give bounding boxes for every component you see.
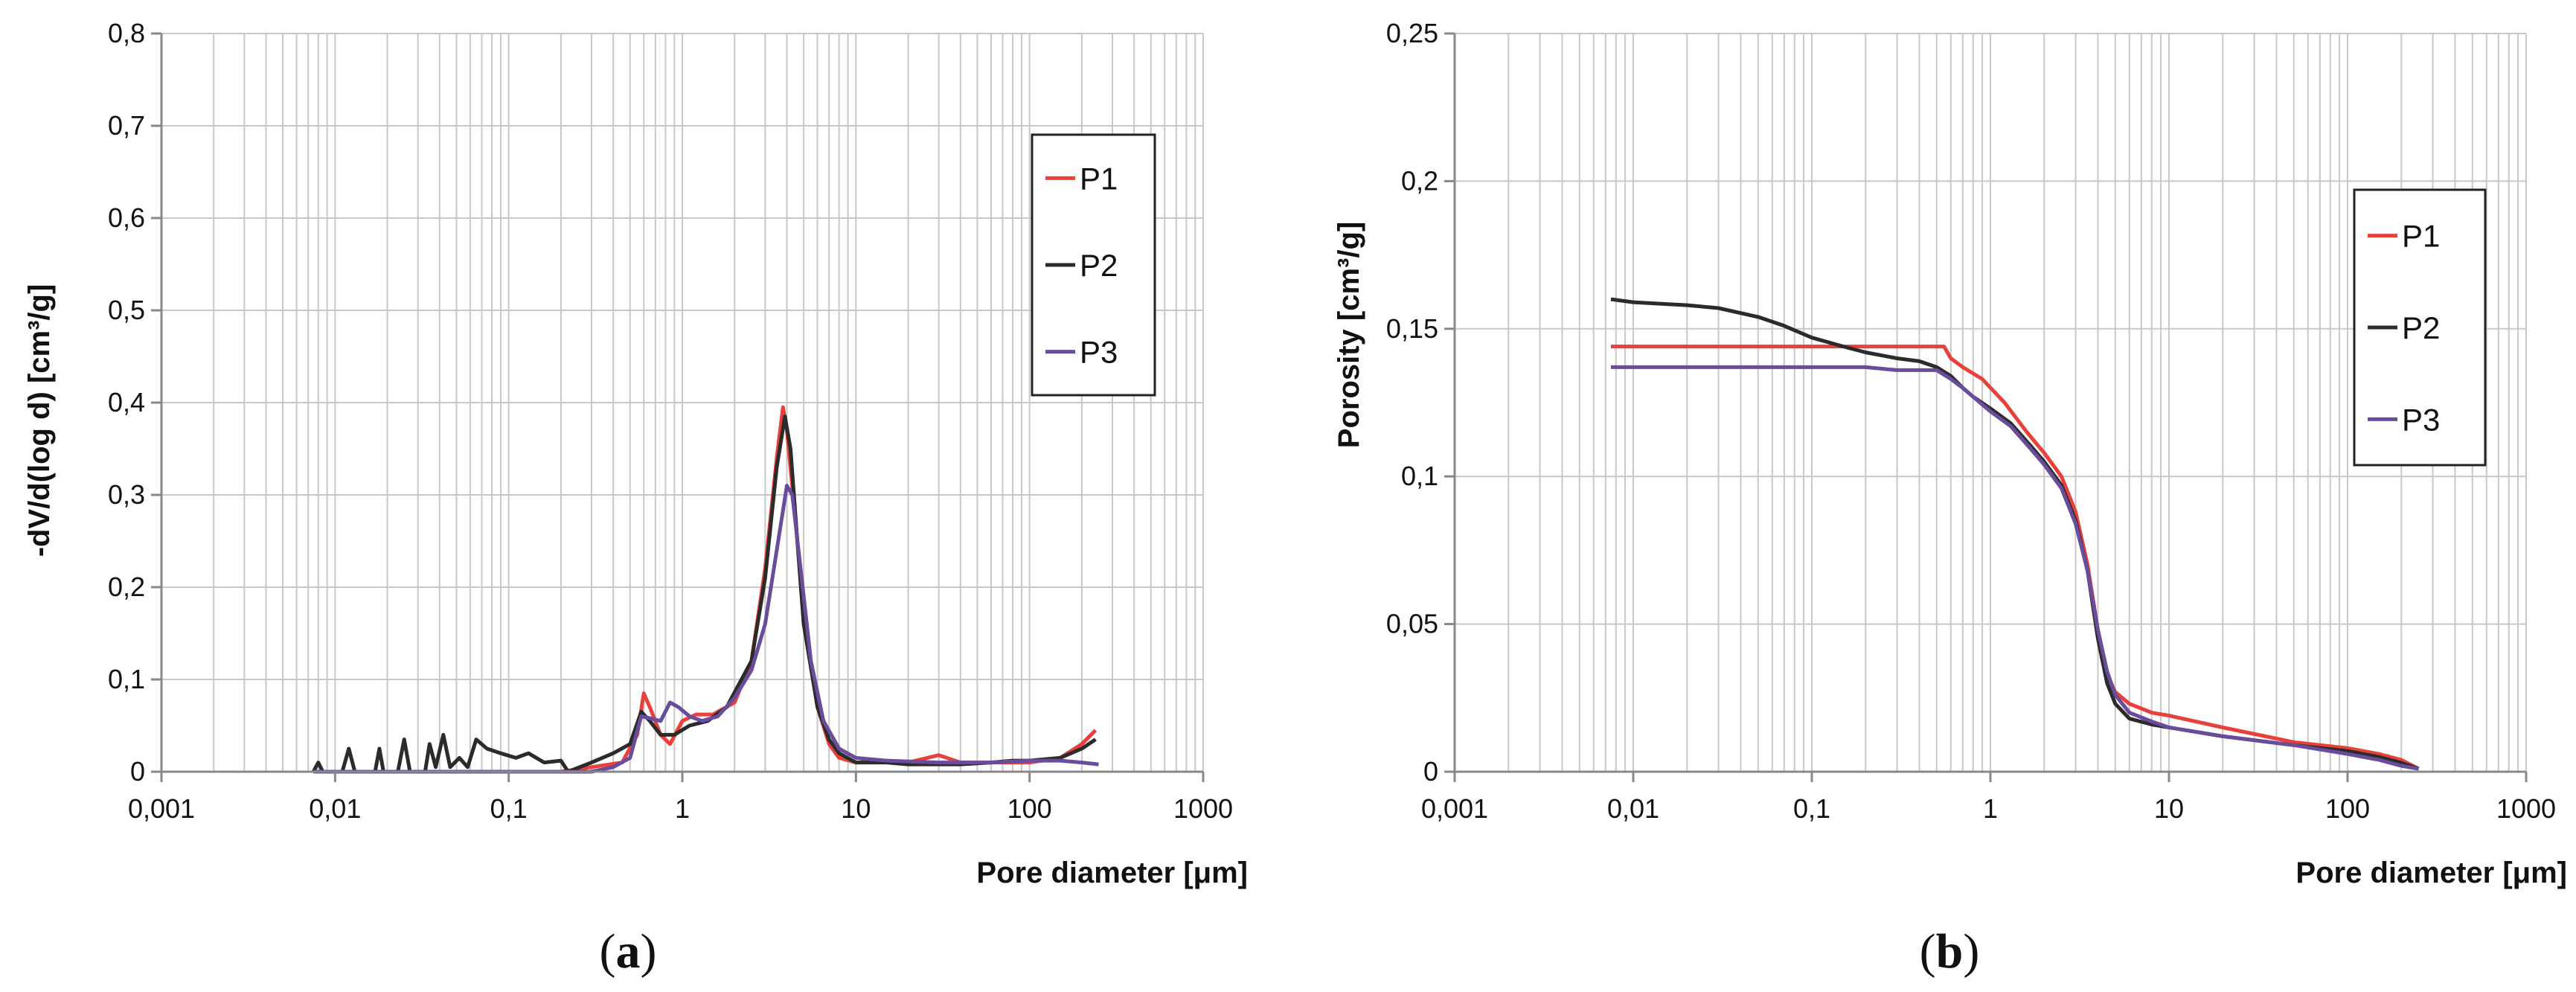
y-tick-label-a: 0 — [130, 756, 145, 787]
y-tick-label-b: 0,25 — [1386, 18, 1438, 48]
x-tick-label-a: 10 — [841, 793, 871, 824]
y-tick-label-a: 0,2 — [108, 572, 145, 602]
x-tick-label-b: 100 — [2325, 793, 2370, 824]
y-axis-title-b: Porosity [cm³/g] — [1333, 222, 1365, 448]
y-tick-label-b: 0 — [1423, 756, 1438, 787]
panel-label-a: (a) — [600, 924, 657, 979]
panel-label-b-open: ( — [1920, 924, 1936, 979]
y-tick-label-a: 0,3 — [108, 479, 145, 510]
series-line-p3-a — [313, 484, 1099, 774]
y-tick-label-b: 0,05 — [1386, 609, 1438, 639]
legend-label-p3-b: P3 — [2402, 402, 2440, 437]
series-a — [311, 405, 1099, 774]
y-tick-label-b: 0,2 — [1401, 165, 1438, 196]
grid-b — [1454, 33, 2527, 772]
y-tick-label-a: 0,1 — [108, 664, 145, 694]
x-tick-label-a: 1000 — [1173, 793, 1233, 824]
legend-label-p3-a: P3 — [1080, 335, 1118, 370]
y-tick-label-a: 0,8 — [108, 18, 145, 48]
panel-label-b: (b) — [1920, 924, 1980, 979]
x-tick-label-b: 10 — [2154, 793, 2184, 824]
series-line-p1-a — [313, 405, 1098, 774]
y-tick-label-b: 0,1 — [1401, 461, 1438, 491]
y-tick-label-a: 0,5 — [108, 295, 145, 325]
x-tick-label-b: 1 — [1983, 793, 1998, 824]
axes-b: 0 0,05 0,1 0,15 0,2 0,25 0,001 0,01 0,1 1 10 100 100… — [1386, 18, 2556, 824]
legend-b: P1 P2 P3 — [2353, 188, 2487, 467]
x-axis-title-a: Pore diameter [μm] — [976, 857, 1248, 889]
y-tick-label-a: 0,7 — [108, 110, 145, 141]
x-tick-label-a: 1 — [675, 793, 690, 824]
chart-panel-a: 0 0,1 0,2 0,3 0,4 0,5 0,6 0,7 0,8 0,001 0,01 0,1 1 10… — [23, 18, 1248, 979]
grid-a — [161, 33, 1204, 772]
y-tick-label-a: 0,4 — [108, 387, 145, 417]
x-axis-title-b: Pore diameter [μm] — [2295, 857, 2567, 889]
series-line-p2-b — [1610, 297, 2420, 771]
y-tick-label-b: 0,15 — [1386, 313, 1438, 344]
x-tick-label-b: 0,01 — [1607, 793, 1659, 824]
legend-a: P1 P2 P3 — [1031, 133, 1156, 397]
x-tick-label-a: 0,01 — [309, 793, 361, 824]
panel-label-a-open: ( — [600, 924, 616, 979]
panel-label-b-letter: b — [1936, 924, 1964, 979]
panel-label-b-close: ) — [1963, 924, 1979, 979]
series-line-p1-b — [1611, 345, 2420, 771]
x-tick-label-a: 100 — [1007, 793, 1052, 824]
legend-label-p1-b: P1 — [2402, 219, 2440, 254]
chart-panel-b: 0 0,05 0,1 0,15 0,2 0,25 0,001 0,01 0,1 1 10 100 100… — [1333, 18, 2567, 979]
panel-label-a-letter: a — [616, 924, 641, 979]
panel-label-a-close: ) — [641, 924, 657, 979]
x-tick-label-a: 0,001 — [128, 793, 195, 824]
legend-label-p1-a: P1 — [1080, 161, 1118, 196]
legend-label-p2-a: P2 — [1080, 248, 1118, 283]
y-tick-label-a: 0,6 — [108, 202, 145, 233]
legend-label-p2-b: P2 — [2402, 310, 2440, 345]
x-tick-label-b: 0,1 — [1793, 793, 1830, 824]
x-tick-label-b: 0,001 — [1421, 793, 1488, 824]
y-axis-title-a: -dV/d(log d) [cm³/g] — [23, 284, 56, 557]
series-b — [1610, 297, 2420, 771]
axes-a: 0 0,1 0,2 0,3 0,4 0,5 0,6 0,7 0,8 0,001 0,01 0,1 1 10… — [108, 18, 1233, 824]
x-tick-label-b: 1000 — [2496, 793, 2556, 824]
series-line-p3-b — [1611, 365, 2419, 771]
x-tick-label-a: 0,1 — [490, 793, 528, 824]
series-line-p2-a — [311, 415, 1097, 774]
